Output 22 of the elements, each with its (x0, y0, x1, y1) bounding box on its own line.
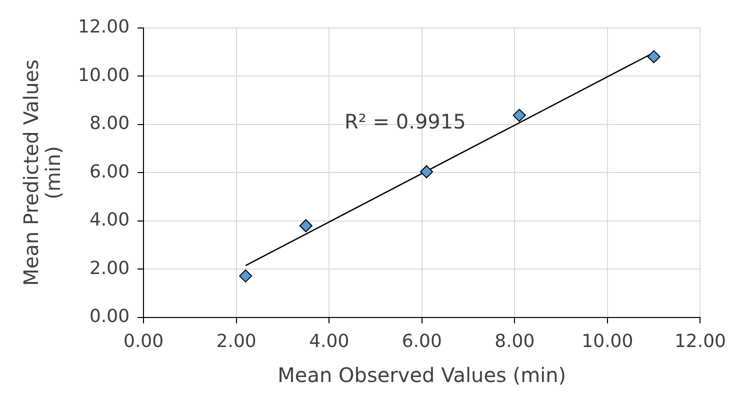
x-tick-label: 12.00 (674, 330, 726, 352)
x-tick-label: 10.00 (582, 330, 634, 352)
x-tick-label: 8.00 (494, 330, 535, 352)
y-axis-title: Mean Predicted Values (min) (19, 59, 66, 286)
y-tick-label: 6.00 (89, 161, 130, 182)
y-tick-label: 4.00 (89, 210, 130, 231)
point (239, 269, 252, 282)
y-tick-label: 0.00 (89, 306, 130, 328)
y-tick-label: 2.00 (89, 258, 130, 279)
point (647, 50, 660, 64)
y-tick-label: 10.00 (78, 64, 130, 86)
x-axis-title: Mean Observed Values (min) (278, 363, 566, 388)
point (420, 165, 434, 178)
point (512, 108, 526, 122)
x-tick-label: 2.00 (216, 330, 256, 352)
annotation: R² = 0.9915 (344, 110, 466, 134)
point (299, 219, 312, 232)
x-tick-label: 4.00 (309, 330, 350, 352)
x-tick-label: 0.00 (123, 330, 164, 352)
y-tick-label: 12.00 (78, 16, 130, 38)
x-tick-label: 6.00 (402, 330, 442, 352)
y-tick-label: 8.00 (89, 113, 130, 134)
